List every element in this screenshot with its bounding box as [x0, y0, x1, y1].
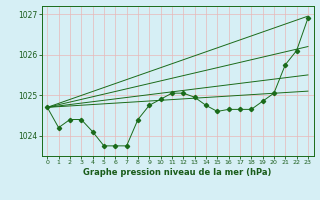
X-axis label: Graphe pression niveau de la mer (hPa): Graphe pression niveau de la mer (hPa) — [84, 168, 272, 177]
